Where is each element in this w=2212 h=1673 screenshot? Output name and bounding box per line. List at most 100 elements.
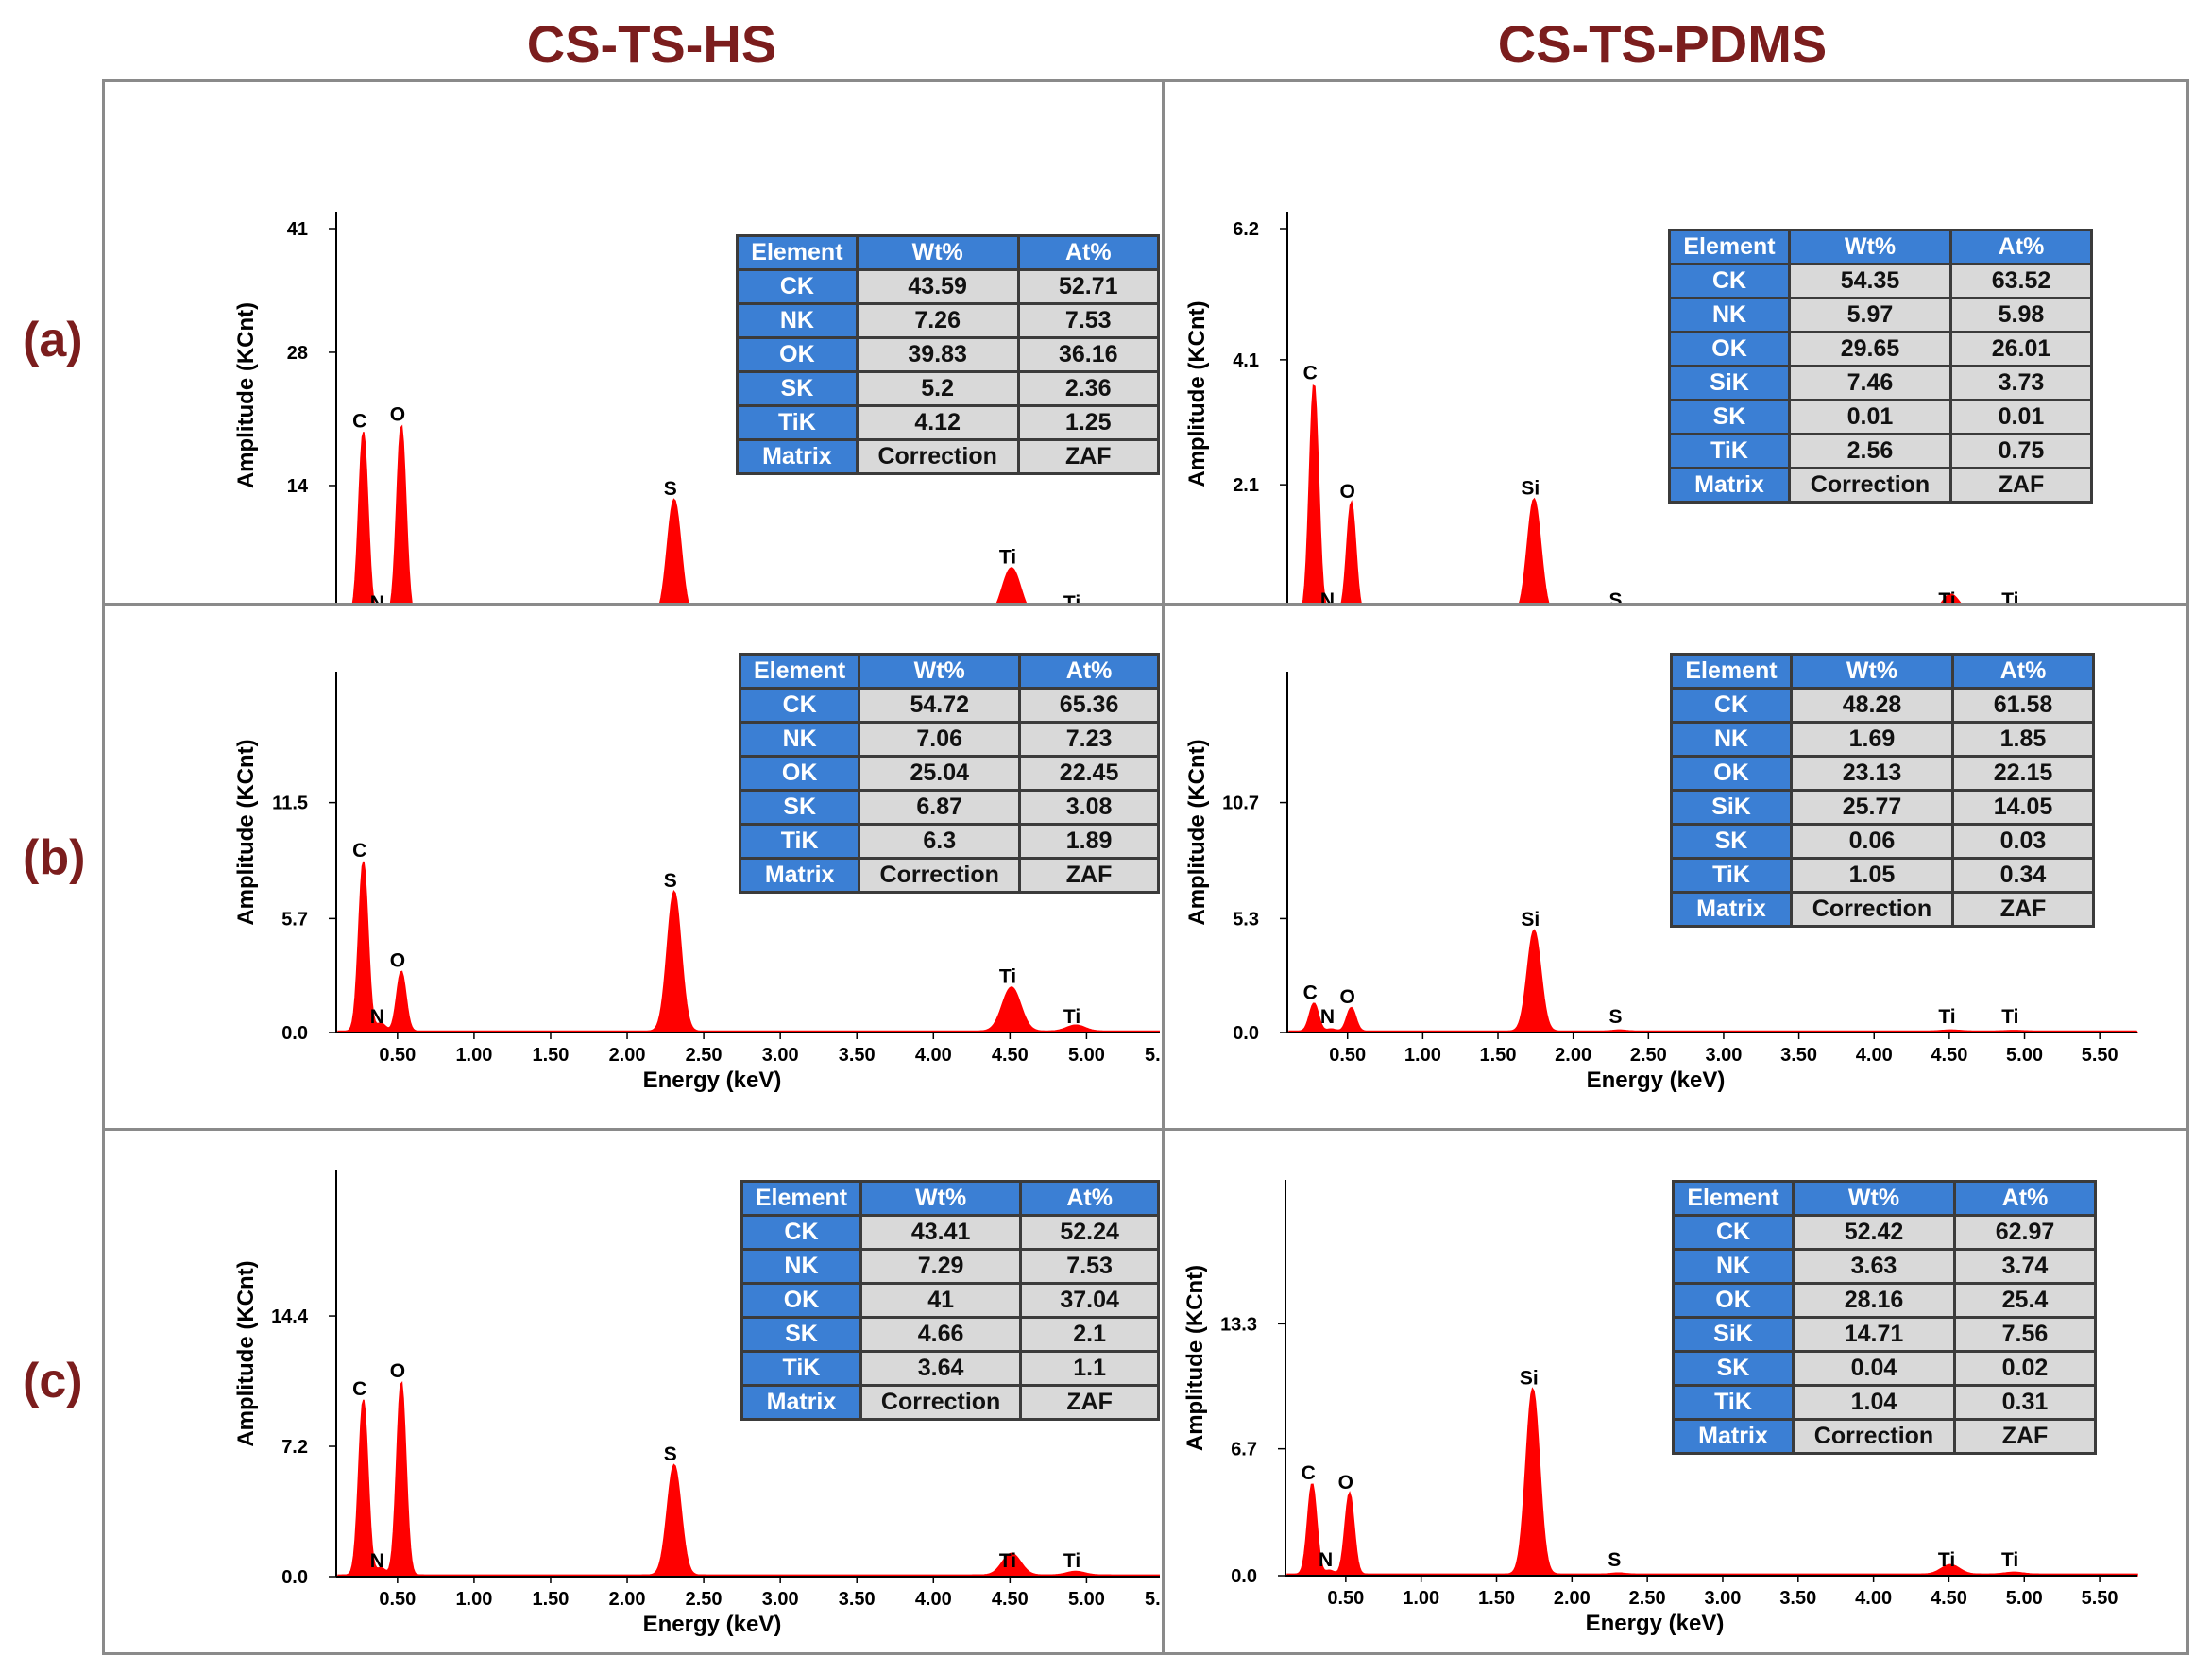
value-cell: 14.71 xyxy=(1795,1319,1953,1350)
table-row: NK 7.26 7.53 xyxy=(739,305,1157,336)
column-title-hs: CS-TS-HS xyxy=(526,14,777,74)
table-header-cell: Element xyxy=(741,656,859,687)
x-tick-label: 4.50 xyxy=(1931,1045,1967,1066)
spectrum-panel: 0.501.001.502.002.503.003.504.004.505.00… xyxy=(106,85,1160,603)
table-row: TiK 1.05 0.34 xyxy=(1673,860,2092,891)
value-cell: 0.02 xyxy=(1956,1353,2094,1384)
x-tick-label: 2.00 xyxy=(609,1589,646,1610)
value-cell: 25.77 xyxy=(1793,792,1951,823)
table-row: NK 7.06 7.23 xyxy=(741,724,1157,755)
table-row: OK 25.04 22.45 xyxy=(741,758,1157,789)
value-cell: 54.35 xyxy=(1791,265,1949,297)
y-tick-label: 4.1 xyxy=(1233,350,1259,371)
value-cell: 7.23 xyxy=(1021,724,1157,755)
table-header-cell: At% xyxy=(1954,656,2092,687)
element-cell: Matrix xyxy=(743,1387,859,1418)
spectrum-chart: 0.50 1.00 1.50 2.00 2.50 3.00 3.50 4.00 4.50 5.00… xyxy=(233,672,1160,1093)
table-row: CK 54.35 63.52 xyxy=(1671,265,2090,297)
x-tick-label: 1.50 xyxy=(533,1589,570,1610)
x-tick-label: 4.00 xyxy=(1856,1045,1893,1066)
peak-label: S xyxy=(664,870,677,892)
element-cell: SK xyxy=(739,373,856,404)
peak-label: Ti xyxy=(999,965,1016,987)
peak-label: S xyxy=(1608,1549,1621,1571)
value-cell: 7.29 xyxy=(861,1251,1020,1282)
composition-table: Element Wt% At% CK 52.42 62.97 NK 3.63 3.74 OK 28.… xyxy=(1672,1180,2097,1455)
value-cell: 4.12 xyxy=(858,407,1017,438)
table-row: CK 48.28 61.58 xyxy=(1673,690,2092,721)
table-header-cell: At% xyxy=(1021,656,1157,687)
value-cell: ZAF xyxy=(1019,441,1157,472)
column-divider xyxy=(1162,79,1165,1655)
value-cell: 54.72 xyxy=(860,690,1019,721)
element-cell: SiK xyxy=(1675,1319,1792,1350)
peak-label: Ti xyxy=(1938,1549,1955,1571)
y-axis-label: Amplitude (KCnt) xyxy=(1184,300,1210,487)
x-tick-label: 4.00 xyxy=(915,1589,952,1610)
table-header-row: Element Wt% At% xyxy=(739,237,1157,268)
x-tick-label: 5.50 xyxy=(2082,1045,2118,1066)
value-cell: 62.97 xyxy=(1956,1217,2094,1248)
x-tick-label: 3.50 xyxy=(839,1589,876,1610)
value-cell: 65.36 xyxy=(1021,690,1157,721)
peak-label: Ti xyxy=(1063,592,1080,603)
table-header-row: Element Wt% At% xyxy=(1673,656,2092,687)
value-cell: 1.1 xyxy=(1022,1353,1157,1384)
value-cell: 7.56 xyxy=(1956,1319,2094,1350)
table-row: CK 52.42 62.97 xyxy=(1675,1217,2094,1248)
peak-label: S xyxy=(664,478,677,500)
value-cell: Correction xyxy=(1793,894,1951,925)
value-cell: 37.04 xyxy=(1022,1285,1157,1316)
peak-label: N xyxy=(370,1550,384,1572)
row-divider-2 xyxy=(102,1128,2189,1131)
value-cell: 5.98 xyxy=(1952,299,2090,331)
table-row: TiK 4.12 1.25 xyxy=(739,407,1157,438)
x-tick-label: 4.00 xyxy=(1855,1588,1892,1609)
value-cell: 61.58 xyxy=(1954,690,2092,721)
peak-label: S xyxy=(664,1443,677,1465)
value-cell: Correction xyxy=(1791,469,1949,501)
x-tick-label: 2.50 xyxy=(686,1589,723,1610)
x-tick-label: 5.00 xyxy=(1068,1589,1105,1610)
value-cell: 6.87 xyxy=(860,792,1019,823)
y-axis-label: Amplitude (KCnt) xyxy=(1184,739,1210,925)
x-tick-label: 1.50 xyxy=(1480,1045,1517,1066)
peak-label: S xyxy=(1609,589,1623,603)
element-cell: NK xyxy=(743,1251,859,1282)
y-tick-label: 5.7 xyxy=(281,909,308,930)
x-tick-label: 4.50 xyxy=(992,1589,1029,1610)
element-cell: NK xyxy=(739,305,856,336)
y-axis-label: Amplitude (KCnt) xyxy=(233,739,259,925)
element-cell: Matrix xyxy=(1671,469,1788,501)
element-cell: TiK xyxy=(743,1353,859,1384)
peak-label: O xyxy=(390,404,405,426)
value-cell: 1.85 xyxy=(1954,724,2092,755)
element-cell: NK xyxy=(741,724,859,755)
value-cell: Correction xyxy=(858,441,1017,472)
value-cell: 3.63 xyxy=(1795,1251,1953,1282)
table-row: TiK 6.3 1.89 xyxy=(741,826,1157,857)
x-tick-label: 5.50 xyxy=(1145,1589,1160,1610)
value-cell: 22.15 xyxy=(1954,758,2092,789)
peak-label: Si xyxy=(1520,1368,1539,1390)
value-cell: 26.01 xyxy=(1952,333,2090,365)
y-tick-label: 2.1 xyxy=(1233,475,1259,496)
table-row: Matrix Correction ZAF xyxy=(1675,1421,2094,1452)
value-cell: 36.16 xyxy=(1019,339,1157,370)
value-cell: 6.3 xyxy=(860,826,1019,857)
element-cell: OK xyxy=(1673,758,1790,789)
table-row: CK 43.59 52.71 xyxy=(739,271,1157,302)
x-tick-label: 5.50 xyxy=(2082,1588,2118,1609)
table-row: TiK 3.64 1.1 xyxy=(743,1353,1157,1384)
row-label-c: (c) xyxy=(23,1354,83,1408)
value-cell: 3.74 xyxy=(1956,1251,2094,1282)
row-label-a: (a) xyxy=(23,313,83,367)
peak-label: N xyxy=(1319,1549,1333,1571)
table-row: OK 28.16 25.4 xyxy=(1675,1285,2094,1316)
x-tick-label: 4.50 xyxy=(992,1045,1029,1066)
x-tick-label: 5.00 xyxy=(2006,1588,2043,1609)
value-cell: 25.04 xyxy=(860,758,1019,789)
table-row: Matrix Correction ZAF xyxy=(743,1387,1157,1418)
peak-label: Si xyxy=(1521,909,1540,930)
column-title-pdms: CS-TS-PDMS xyxy=(1497,14,1828,74)
